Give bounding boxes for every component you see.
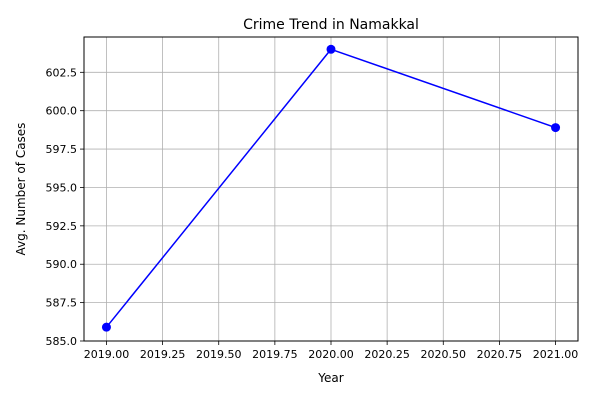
y-tick-label: 600.0 bbox=[46, 105, 78, 118]
x-tick-label: 2019.75 bbox=[252, 348, 298, 361]
y-tick-label: 590.0 bbox=[46, 258, 78, 271]
x-tick-label: 2020.00 bbox=[308, 348, 354, 361]
chart-title: Crime Trend in Namakkal bbox=[243, 17, 419, 33]
x-axis: 2019.00 2019.25 2019.50 2019.75 2020.00 2020.… bbox=[84, 341, 579, 361]
x-tick-label: 2021.00 bbox=[533, 348, 579, 361]
x-axis-title: Year bbox=[317, 371, 343, 385]
x-tick-label: 2020.75 bbox=[477, 348, 523, 361]
x-tick-label: 2019.25 bbox=[140, 348, 186, 361]
y-axis-title: Avg. Number of Cases bbox=[14, 123, 28, 256]
grid bbox=[84, 37, 578, 342]
x-tick-label: 2019.50 bbox=[196, 348, 242, 361]
y-tick-label: 592.5 bbox=[46, 220, 78, 233]
x-tick-label: 2020.50 bbox=[421, 348, 467, 361]
y-tick-label: 602.5 bbox=[46, 66, 78, 79]
x-tick-label: 2020.25 bbox=[364, 348, 410, 361]
series-layer bbox=[101, 44, 561, 332]
x-tick-label: 2019.00 bbox=[84, 348, 130, 361]
data-point bbox=[101, 322, 111, 332]
y-tick-label: 597.5 bbox=[46, 143, 78, 156]
y-tick-label: 585.0 bbox=[46, 335, 78, 348]
data-point bbox=[551, 123, 561, 133]
y-axis: 585.0 587.5 590.0 592.5 595.0 597.5 600.0 602.5 bbox=[46, 66, 84, 348]
data-point bbox=[326, 44, 336, 54]
y-tick-label: 595.0 bbox=[46, 181, 78, 194]
y-tick-label: 587.5 bbox=[46, 297, 78, 310]
